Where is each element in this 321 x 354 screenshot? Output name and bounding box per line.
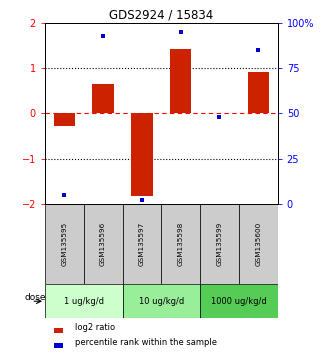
Bar	[84, 204, 123, 284]
Bar	[45, 204, 84, 284]
Point	[217, 114, 222, 120]
Bar	[123, 204, 161, 284]
Bar	[131, 113, 152, 196]
Bar	[247, 72, 269, 113]
Text: GSM135597: GSM135597	[139, 222, 145, 266]
Point	[100, 33, 106, 39]
Text: GSM135596: GSM135596	[100, 222, 106, 266]
Bar	[200, 204, 239, 284]
Bar	[45, 284, 123, 318]
Text: percentile rank within the sample: percentile rank within the sample	[75, 338, 217, 347]
Bar	[123, 284, 200, 318]
Point	[62, 192, 67, 198]
Bar	[170, 49, 191, 113]
Point	[178, 29, 183, 35]
Bar	[92, 84, 114, 113]
Text: dose: dose	[24, 293, 46, 302]
Text: GSM135600: GSM135600	[255, 222, 261, 266]
Text: GSM135598: GSM135598	[178, 222, 184, 266]
Text: 1000 ug/kg/d: 1000 ug/kg/d	[211, 297, 267, 306]
Bar	[200, 284, 278, 318]
Bar	[54, 113, 75, 126]
Point	[256, 47, 261, 53]
Bar	[161, 204, 200, 284]
Text: GSM135599: GSM135599	[216, 222, 222, 266]
Text: GSM135595: GSM135595	[61, 222, 67, 266]
Text: log2 ratio: log2 ratio	[75, 323, 115, 332]
Bar	[54, 328, 63, 333]
Title: GDS2924 / 15834: GDS2924 / 15834	[109, 9, 213, 22]
Bar	[239, 204, 278, 284]
Bar	[54, 343, 63, 348]
Point	[139, 198, 144, 203]
Text: 10 ug/kg/d: 10 ug/kg/d	[139, 297, 184, 306]
Text: 1 ug/kg/d: 1 ug/kg/d	[64, 297, 104, 306]
